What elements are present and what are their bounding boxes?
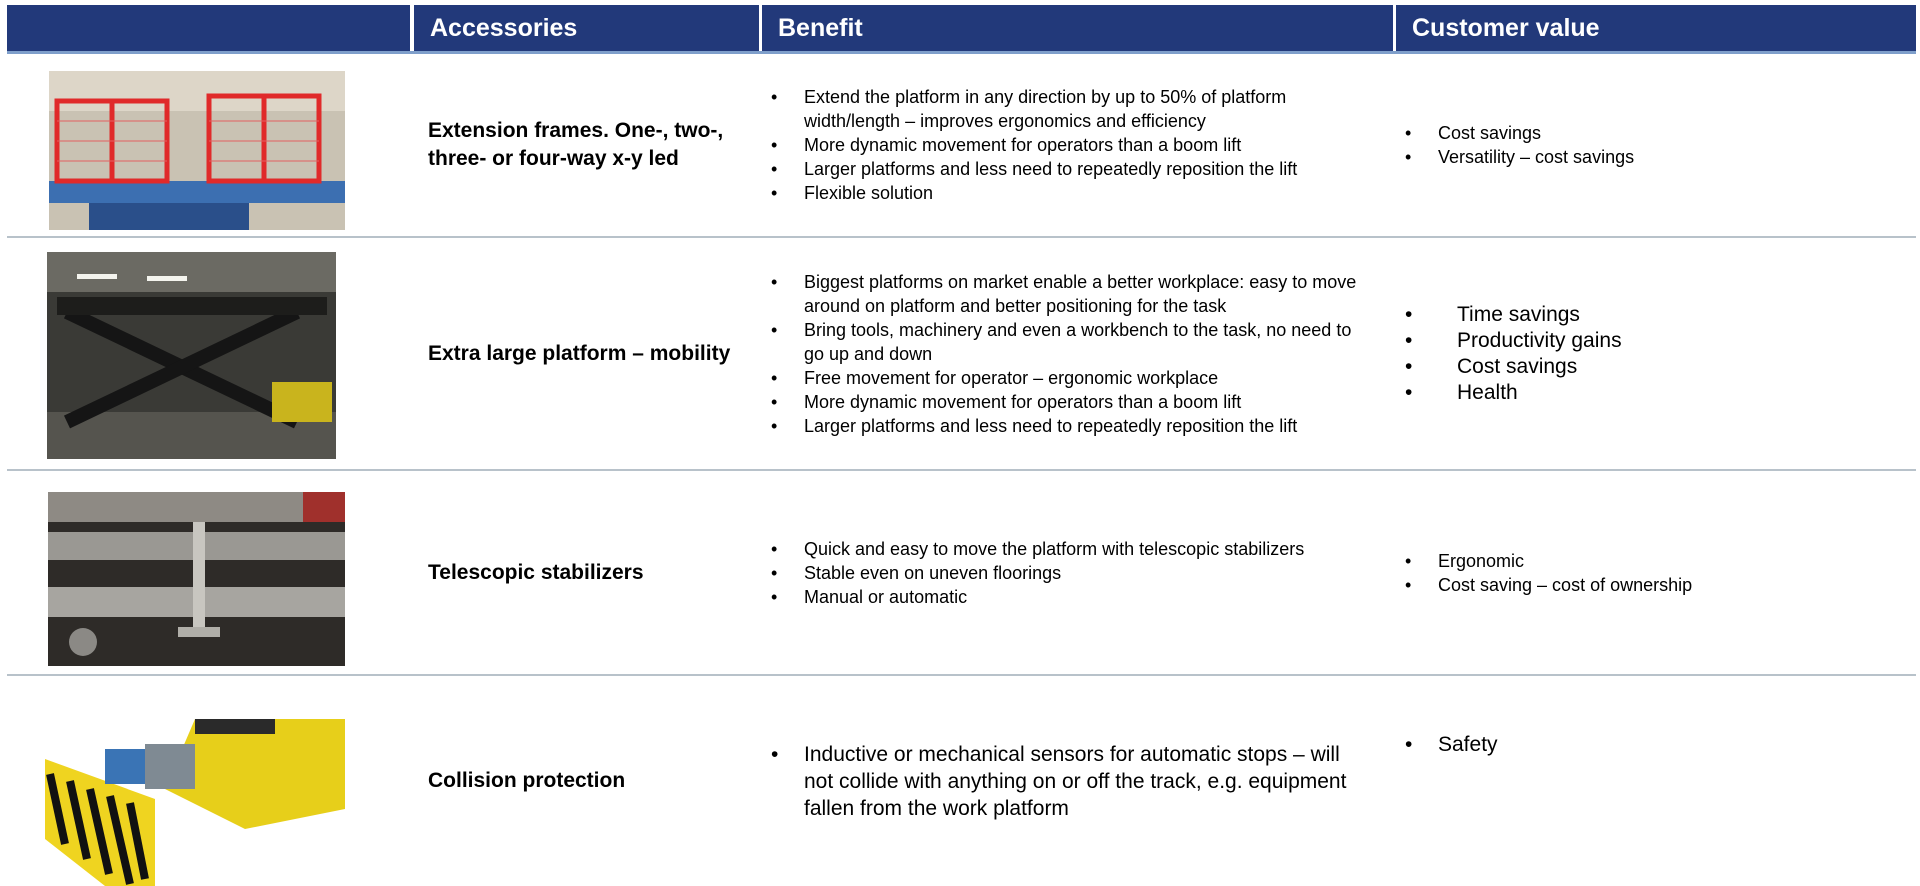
accessory-name: Extension frames. One-, two-, three- or … <box>428 119 724 170</box>
bullet-item: More dynamic movement for operators than… <box>771 390 1373 414</box>
image-cell <box>7 238 414 469</box>
header-cell: Customer value <box>1396 5 1916 51</box>
image-cell <box>7 471 414 674</box>
header-cell: Accessories <box>414 5 759 51</box>
bullet-item: Health <box>1405 380 1916 406</box>
header-underline <box>7 51 1916 54</box>
benefit-list: Inductive or mechanical sensors for auto… <box>771 741 1373 822</box>
bullet-item: Safety <box>1405 731 1916 758</box>
customer-value-cell: Cost savingsVersatility – cost savings <box>1393 121 1916 169</box>
bullet-item: More dynamic movement for operators than… <box>771 133 1373 157</box>
value-list: Cost savingsVersatility – cost savings <box>1405 121 1916 169</box>
benefit-cell: Quick and easy to move the platform with… <box>759 537 1393 609</box>
header-cell: Benefit <box>762 5 1393 51</box>
header-cell <box>7 5 410 51</box>
bullet-item: Versatility – cost savings <box>1405 145 1916 169</box>
value-list: Time savingsProductivity gainsCost savin… <box>1405 302 1916 406</box>
bullet-item: Larger platforms and less need to repeat… <box>771 157 1373 181</box>
customer-value-cell: Safety <box>1393 731 1916 758</box>
table-row: Extension frames. One-, two-, three- or … <box>7 54 1916 238</box>
accessory-name: Extra large platform – mobility <box>428 341 731 365</box>
photo-extension-frames <box>49 71 345 230</box>
table-row: Telescopic stabilizers Quick and easy to… <box>7 471 1916 676</box>
bullet-item: Free movement for operator – ergonomic w… <box>771 366 1373 390</box>
bullet-item: Flexible solution <box>771 181 1373 205</box>
bullet-item: Cost savings <box>1405 354 1916 380</box>
benefit-cell: Biggest platforms on market enable a bet… <box>759 270 1393 438</box>
bullet-item: Inductive or mechanical sensors for auto… <box>771 741 1373 822</box>
table-row: Extra large platform – mobility Biggest … <box>7 238 1916 471</box>
image-cell <box>7 54 414 236</box>
bullet-item: Ergonomic <box>1405 549 1916 573</box>
photo-telescopic-stabilizers <box>48 492 345 666</box>
photo-extra-large-platform <box>47 252 336 459</box>
customer-value-cell: Time savingsProductivity gainsCost savin… <box>1393 302 1916 406</box>
accessory-name: Telescopic stabilizers <box>428 560 644 584</box>
benefit-cell: Extend the platform in any direction by … <box>759 85 1393 205</box>
benefit-cell: Inductive or mechanical sensors for auto… <box>759 741 1393 822</box>
bullet-item: Productivity gains <box>1405 328 1916 354</box>
bullet-item: Manual or automatic <box>771 585 1373 609</box>
photo-collision-protection <box>45 719 345 886</box>
bullet-item: Time savings <box>1405 302 1916 328</box>
benefit-list: Extend the platform in any direction by … <box>771 85 1373 205</box>
bullet-item: Biggest platforms on market enable a bet… <box>771 270 1373 318</box>
bullet-item: Stable even on uneven floorings <box>771 561 1373 585</box>
benefit-list: Biggest platforms on market enable a bet… <box>771 270 1373 438</box>
bullet-item: Extend the platform in any direction by … <box>771 85 1373 133</box>
bullet-item: Cost savings <box>1405 121 1916 145</box>
customer-value-cell: ErgonomicCost saving – cost of ownership <box>1393 549 1916 597</box>
table-row: Collision protection Inductive or mechan… <box>7 676 1916 886</box>
bullet-item: Quick and easy to move the platform with… <box>771 537 1373 561</box>
value-list: ErgonomicCost saving – cost of ownership <box>1405 549 1916 597</box>
bullet-item: Cost saving – cost of ownership <box>1405 573 1916 597</box>
image-cell <box>7 676 414 886</box>
bullet-item: Larger platforms and less need to repeat… <box>771 414 1373 438</box>
benefit-list: Quick and easy to move the platform with… <box>771 537 1373 609</box>
accessory-name: Collision protection <box>428 769 626 792</box>
bullet-item: Bring tools, machinery and even a workbe… <box>771 318 1373 366</box>
value-list: Safety <box>1405 731 1916 758</box>
